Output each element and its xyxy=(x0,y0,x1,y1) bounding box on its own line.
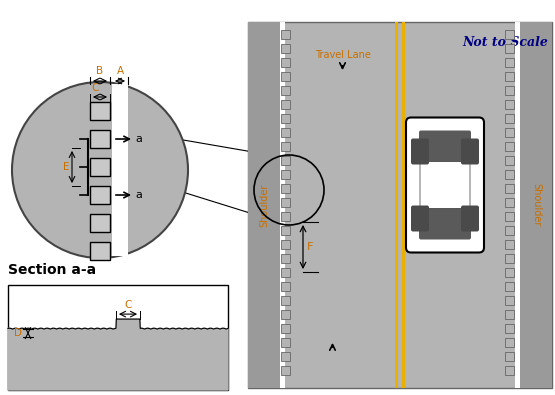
Bar xyxy=(281,310,290,319)
FancyBboxPatch shape xyxy=(411,205,429,231)
Bar xyxy=(281,156,290,165)
Bar xyxy=(505,44,514,53)
Bar xyxy=(505,338,514,347)
Bar xyxy=(90,130,110,148)
Text: a: a xyxy=(135,134,142,144)
Bar xyxy=(505,184,514,193)
Bar xyxy=(281,366,290,375)
Bar xyxy=(505,30,514,39)
Bar xyxy=(505,352,514,361)
Text: D: D xyxy=(14,328,22,338)
FancyBboxPatch shape xyxy=(461,139,479,164)
Bar xyxy=(505,128,514,137)
Bar xyxy=(281,240,290,249)
Bar xyxy=(505,72,514,81)
Bar xyxy=(505,240,514,249)
Bar xyxy=(505,198,514,207)
Bar xyxy=(281,170,290,179)
Bar xyxy=(248,22,280,388)
Text: a: a xyxy=(135,190,142,200)
Bar xyxy=(281,86,290,95)
Bar xyxy=(90,242,110,260)
Bar xyxy=(520,22,552,388)
Text: Shoulder: Shoulder xyxy=(531,183,541,227)
Bar xyxy=(281,198,290,207)
Bar xyxy=(505,296,514,305)
Bar xyxy=(505,58,514,67)
Bar xyxy=(281,226,290,235)
Bar xyxy=(281,44,290,53)
Bar xyxy=(281,254,290,263)
FancyBboxPatch shape xyxy=(406,117,484,252)
Text: F: F xyxy=(307,242,314,252)
Bar xyxy=(505,114,514,123)
Bar xyxy=(281,184,290,193)
Bar xyxy=(8,285,228,390)
Bar xyxy=(90,186,110,204)
Bar xyxy=(281,352,290,361)
Bar xyxy=(112,84,128,256)
Bar xyxy=(505,142,514,151)
Text: Travel Lane: Travel Lane xyxy=(315,50,370,60)
Text: Shoulder: Shoulder xyxy=(259,183,269,227)
Bar xyxy=(505,268,514,277)
Bar xyxy=(505,324,514,333)
Bar xyxy=(281,212,290,221)
Bar xyxy=(281,100,290,109)
Bar xyxy=(281,58,290,67)
Bar xyxy=(281,72,290,81)
Bar xyxy=(402,22,405,388)
Text: C: C xyxy=(92,83,99,93)
Bar xyxy=(90,102,110,120)
FancyBboxPatch shape xyxy=(419,207,471,239)
Bar xyxy=(281,142,290,151)
Bar xyxy=(281,282,290,291)
FancyBboxPatch shape xyxy=(420,162,470,209)
Text: A: A xyxy=(117,66,124,76)
FancyBboxPatch shape xyxy=(411,139,429,164)
Text: Not to Scale: Not to Scale xyxy=(462,36,548,49)
Bar xyxy=(281,296,290,305)
Bar xyxy=(505,282,514,291)
Text: B: B xyxy=(97,66,104,76)
Bar xyxy=(90,158,110,176)
Bar xyxy=(505,86,514,95)
Bar xyxy=(90,214,110,232)
Bar xyxy=(280,22,285,388)
Bar xyxy=(281,268,290,277)
Bar xyxy=(505,212,514,221)
Polygon shape xyxy=(8,319,228,390)
Bar xyxy=(505,100,514,109)
Bar xyxy=(248,22,552,388)
Bar xyxy=(281,324,290,333)
Bar xyxy=(505,156,514,165)
Text: E: E xyxy=(63,162,70,172)
Text: Section a-a: Section a-a xyxy=(8,263,96,277)
Bar xyxy=(505,226,514,235)
FancyBboxPatch shape xyxy=(461,205,479,231)
Bar xyxy=(505,254,514,263)
FancyBboxPatch shape xyxy=(419,130,471,162)
Bar xyxy=(281,30,290,39)
Bar xyxy=(515,22,520,388)
Circle shape xyxy=(12,82,188,258)
Bar xyxy=(505,170,514,179)
Bar xyxy=(395,22,398,388)
Bar xyxy=(505,310,514,319)
Bar xyxy=(505,366,514,375)
Text: C: C xyxy=(124,300,132,310)
Bar xyxy=(281,128,290,137)
Bar xyxy=(281,114,290,123)
Bar xyxy=(281,338,290,347)
